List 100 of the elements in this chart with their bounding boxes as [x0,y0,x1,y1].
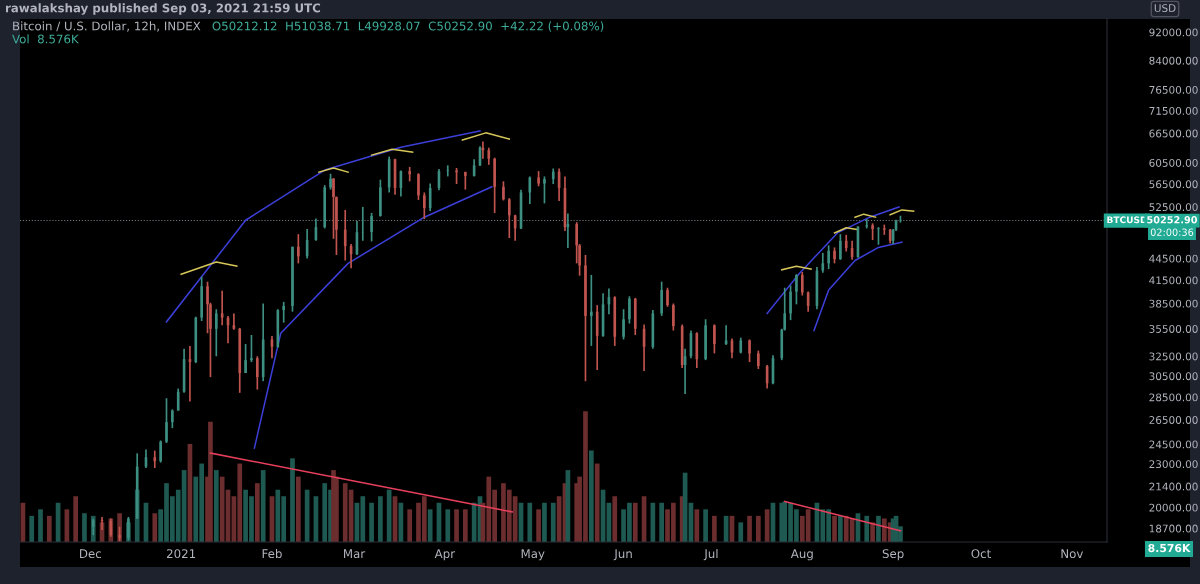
bar [38,509,43,542]
candlestick [543,175,546,205]
bar [612,496,618,542]
candlestick [408,166,411,183]
candlestick [423,191,426,220]
bar [463,509,468,542]
x-tick-label: May [521,549,545,561]
x-tick-label: Jun [613,549,632,561]
bar [550,502,556,542]
candlestick [153,449,157,469]
text: 50252.90 [1147,216,1198,224]
candlestick [590,274,593,347]
bar [82,513,87,542]
candlestick [757,349,760,370]
bar [407,509,413,542]
bar [881,518,887,542]
x-tick-label: Mar [344,549,366,559]
bar [454,509,459,542]
annotation: O50212.12 H51038.71 L49928.07 C50252.90 +42.22 (+0.08%) [212,21,604,32]
candlestick [282,301,286,324]
chart-title: Bitcoin / U.S. Dollar, 12h, INDEX [13,21,201,32]
bar [290,458,295,542]
bar [756,515,761,542]
candlestick [329,172,332,191]
bar [296,476,301,542]
y-tick-label: 38500.00 [1149,299,1198,308]
candlestick [584,254,587,383]
bar [542,502,547,542]
x-tick-label: Feb [262,548,282,559]
bar [694,509,700,542]
candlestick [877,226,880,246]
bar [838,515,843,542]
candlestick [214,308,218,358]
candlestick [200,275,203,322]
candlestick [159,439,162,464]
candlestick [528,175,532,205]
line-series [165,130,481,323]
y-tick-label: 26500.00 [1149,416,1198,424]
bar [46,515,52,542]
bar [386,489,392,542]
bar [527,502,533,542]
bar [703,509,708,542]
bar [427,509,433,542]
line-series [766,206,900,315]
candlestick [821,252,825,274]
bar [594,463,600,542]
y-tick-label: 20000.00 [1149,503,1198,512]
line-series [813,241,903,332]
bar [369,502,374,542]
x-tick-label: Sep [882,549,904,561]
candlestick [171,408,174,429]
candlestick [379,178,382,218]
candlestick [704,318,707,361]
candlestick [827,244,830,270]
candlestick [622,308,625,341]
y-tick-label: 35500.00 [1149,325,1198,333]
candlestick [256,355,259,391]
y-tick-label: 60500.00 [1149,159,1198,167]
bar [659,502,664,542]
y-tick-label: 21400.00 [1149,482,1198,491]
candlestick [428,182,432,212]
candlestick [165,397,168,444]
y-tick-label: 23000.00 [1149,460,1198,469]
candlestick [795,273,798,306]
y-tick-label: 66500.00 [1149,129,1198,138]
y-tick-label: 32500.00 [1149,352,1198,361]
y-tick-label: 24500.00 [1149,440,1198,449]
bar [445,509,451,542]
candlestick [493,156,496,214]
candlestick [748,338,751,363]
text: 02:00:36 [1150,228,1194,236]
bar [378,496,383,542]
bar [876,515,881,542]
y-tick-label: 18700.00 [1149,524,1198,533]
bar [588,450,594,542]
bar [864,515,870,542]
bar [213,470,219,542]
bar [260,470,266,542]
x-tick-label: Nov [1061,549,1084,559]
bar [870,522,875,542]
y-tick-label: 71500.00 [1149,106,1198,115]
bar [322,483,328,542]
y-tick-label: 28500.00 [1149,393,1198,402]
candlestick [628,295,631,325]
candlestick [417,172,420,201]
x-tick-label: Apr [434,549,456,561]
x-tick-label: Jul [703,548,718,561]
candlestick [343,209,347,262]
candlestick [370,212,373,243]
y-tick-label: 76500.00 [1149,85,1198,94]
candlestick [502,180,505,202]
text: USD [1154,4,1176,13]
bar [536,509,541,542]
y-tick-label: 92000.00 [1149,28,1198,37]
candlestick [660,280,663,317]
y-tick-label: 44500.00 [1149,254,1198,263]
candlestick [250,334,253,363]
y-tick-label: 30500.00 [1149,372,1198,381]
text: rawalakshay published Sep 03, 2021 21:59 UTC [5,3,321,15]
x-tick-label: Aug [790,549,813,561]
